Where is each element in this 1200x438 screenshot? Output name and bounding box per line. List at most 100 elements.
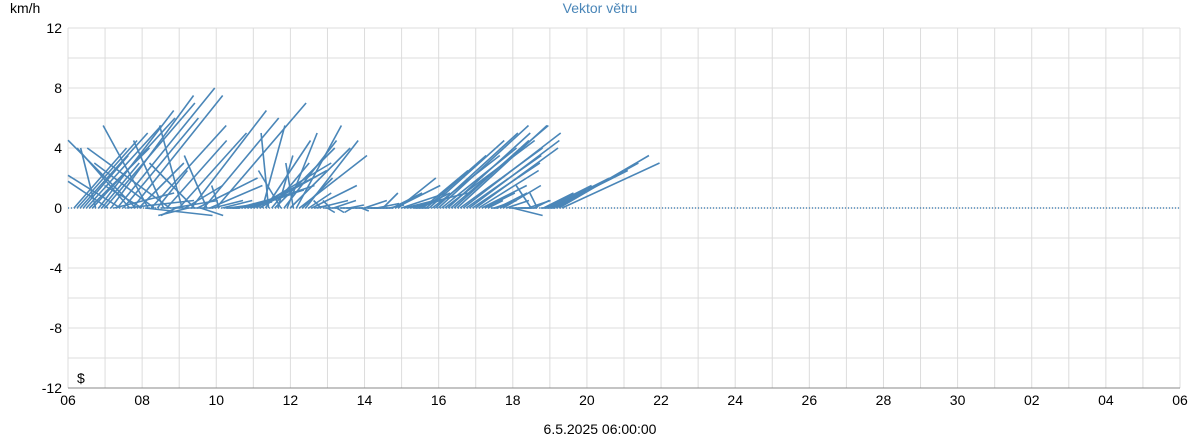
x-tick-label: 12 xyxy=(283,392,299,408)
wind-vector xyxy=(543,192,574,209)
wind-vector xyxy=(422,169,469,209)
wind-vector xyxy=(336,207,345,214)
wind-vector xyxy=(515,185,532,209)
wind-vector xyxy=(144,207,213,217)
y-tick-label: 12 xyxy=(46,20,62,36)
wind-vector xyxy=(286,132,318,209)
x-tick-label: 22 xyxy=(653,392,669,408)
wind-vector xyxy=(425,154,487,209)
wind-vector xyxy=(484,192,516,209)
wind-vector xyxy=(183,155,208,209)
grid xyxy=(67,27,1181,389)
y-tick-label: -12 xyxy=(42,380,62,396)
x-axis-ticks: 06 08 10 12 14 16 18 20 22 24 26 28 30 02 04 06 xyxy=(60,392,1188,408)
chart-title: Vektor větru xyxy=(563,0,638,16)
wind-vector xyxy=(468,139,560,209)
wind-vector xyxy=(295,125,343,209)
wind-vector xyxy=(561,162,660,209)
wind-vector xyxy=(434,132,519,209)
wind-vector xyxy=(148,162,196,209)
wind-vector xyxy=(558,154,650,209)
wind-vector xyxy=(93,162,155,209)
wind-vector xyxy=(333,199,357,209)
wind-vector xyxy=(382,192,399,209)
y-tick-label: 0 xyxy=(54,200,62,216)
x-tick-label: 10 xyxy=(208,392,224,408)
wind-vector xyxy=(326,207,336,214)
wind-vector xyxy=(73,147,128,209)
wind-vector xyxy=(122,117,200,209)
wind-vector xyxy=(549,177,611,209)
wind-vector xyxy=(261,125,286,209)
wind-vector xyxy=(158,125,183,209)
x-tick-label: 02 xyxy=(1024,392,1040,408)
y-tick-label: -8 xyxy=(50,320,63,336)
x-tick-label: 28 xyxy=(876,392,892,408)
wind-vector xyxy=(456,124,548,209)
wind-vector xyxy=(203,117,280,209)
x-tick-label: 04 xyxy=(1098,392,1114,408)
wind-vector xyxy=(274,147,336,209)
y-tick-label: 8 xyxy=(54,80,62,96)
wind-vector xyxy=(502,184,542,209)
wind-vector xyxy=(102,125,149,209)
wind-vector xyxy=(138,162,185,209)
wind-vector xyxy=(76,139,138,209)
wind-vector xyxy=(478,169,540,209)
wind-vector xyxy=(277,155,294,209)
y-axis-ticks: 12 8 4 0 -4 -8 -12 xyxy=(42,20,62,396)
wind-vector xyxy=(132,95,224,209)
wind-vector xyxy=(215,102,307,209)
y-tick-label: 4 xyxy=(54,140,62,156)
x-tick-label: 16 xyxy=(431,392,447,408)
wind-vector xyxy=(311,184,358,209)
wind-vector xyxy=(67,180,109,209)
wind-vector xyxy=(260,132,270,209)
x-tick-label: 26 xyxy=(802,392,818,408)
wind-vector xyxy=(158,207,189,217)
wind-vector xyxy=(364,199,388,209)
wind-vector xyxy=(255,162,332,209)
wind-vector xyxy=(190,110,268,209)
wind-vector xyxy=(313,199,322,209)
wind-vector xyxy=(132,140,165,209)
wind-vector xyxy=(222,199,253,209)
x-tick-label: 14 xyxy=(357,392,373,408)
dollar-marker: $ xyxy=(77,370,85,386)
x-tick-label: 20 xyxy=(579,392,595,408)
wind-vector xyxy=(441,147,518,209)
wind-vector xyxy=(67,174,121,209)
x-tick-label: 24 xyxy=(727,392,743,408)
wind-vector xyxy=(487,199,504,209)
wind-vector xyxy=(529,192,539,209)
wind-vector xyxy=(166,139,228,209)
wind-vector xyxy=(110,95,195,209)
wind-vector xyxy=(305,140,359,209)
x-tick-label: 18 xyxy=(505,392,521,408)
vector-series xyxy=(67,87,1180,217)
wind-vector xyxy=(506,199,530,209)
x-tick-label: 06 xyxy=(60,392,76,408)
wind-vector xyxy=(285,162,295,209)
wind-vector xyxy=(308,192,332,209)
wind-vector xyxy=(317,199,349,209)
wind-vector xyxy=(98,110,175,209)
wind-vector xyxy=(428,139,505,209)
wind-vector xyxy=(397,177,437,209)
wind-vector xyxy=(289,147,351,209)
wind-vector xyxy=(257,170,282,209)
wind-vector xyxy=(447,132,531,209)
wind-vector xyxy=(104,184,143,209)
timestamp-footer: 6.5.2025 06:00:00 xyxy=(544,421,657,437)
wind-vector xyxy=(453,139,530,209)
wind-vector xyxy=(322,199,331,209)
wind-vector xyxy=(546,184,592,209)
wind-vector xyxy=(178,132,248,209)
wind-vector xyxy=(437,124,530,209)
x-tick-label: 06 xyxy=(1172,392,1188,408)
wind-vector xyxy=(210,185,220,209)
y-axis-unit: km/h xyxy=(10,0,40,16)
wind-vector xyxy=(475,147,559,209)
y-tick-label: -4 xyxy=(50,260,63,276)
